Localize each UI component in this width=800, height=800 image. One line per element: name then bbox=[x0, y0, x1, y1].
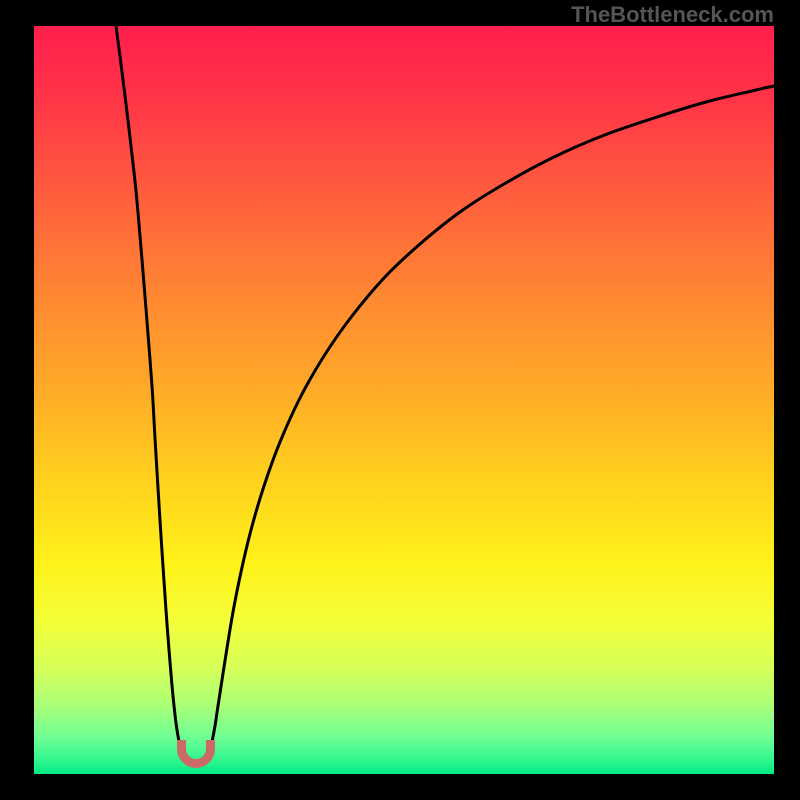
curve-segment bbox=[212, 86, 774, 742]
bottleneck-curve bbox=[0, 0, 800, 800]
curve-segment bbox=[116, 26, 179, 742]
source-watermark: TheBottleneck.com bbox=[571, 2, 774, 28]
chart-canvas: TheBottleneck.com bbox=[0, 0, 800, 800]
